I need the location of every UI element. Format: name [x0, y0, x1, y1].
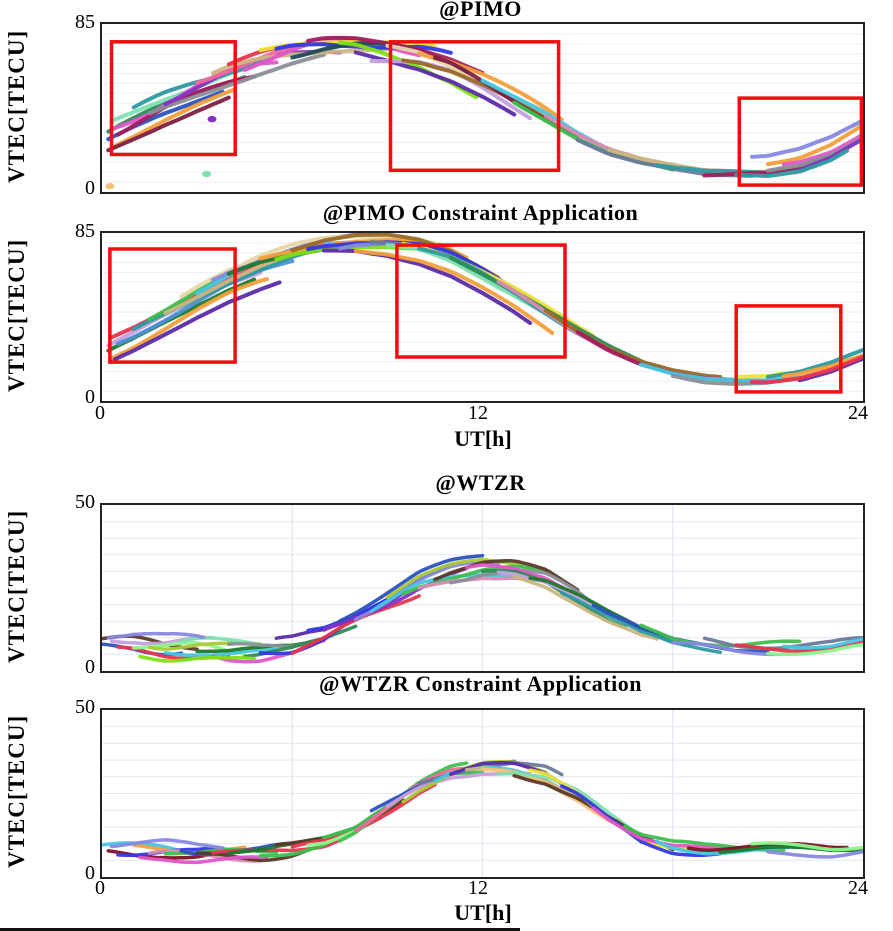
- stray-dot: [105, 182, 115, 190]
- wtzr-xtick-0: 0: [95, 877, 105, 899]
- pimo-xtick-24: 24: [848, 402, 868, 424]
- stray-dot: [207, 115, 217, 123]
- pimo-title: @PIMO: [439, 0, 522, 21]
- pimo-constraint-chart-svg: [102, 233, 863, 394]
- vtec-arc: [306, 35, 485, 75]
- figure-bottom-rule: [0, 928, 520, 931]
- vtec-arc: [338, 770, 485, 843]
- vtec-arc: [543, 308, 723, 379]
- vtec-arc: [781, 132, 863, 167]
- wtzr-constraint-chart-svg: [102, 710, 863, 877]
- vtec-arc: [138, 654, 256, 663]
- pimo-constraint-ymin-tick: 0: [85, 386, 95, 408]
- wtzr-constraint-ymin-tick: 0: [85, 862, 95, 884]
- pimo-constraint-title: @PIMO Constraint Application: [322, 200, 639, 225]
- vtec-arc: [106, 95, 231, 153]
- highlight-box: [395, 243, 567, 359]
- vtec-arc: [639, 623, 802, 648]
- wtzr-xtick-24: 24: [848, 877, 868, 899]
- vtec-arc: [353, 248, 555, 335]
- vtec-arc: [560, 591, 723, 655]
- pimo-constraint-plot-area: [100, 231, 865, 403]
- vtec-arc: [781, 353, 863, 379]
- vtec-arc: [163, 647, 279, 657]
- vtec-arc: [750, 354, 863, 385]
- vtec-arc: [528, 768, 691, 850]
- pimo-xtick-12: 12: [468, 402, 488, 424]
- vtec-arc: [765, 123, 863, 167]
- highlight-box: [388, 40, 561, 173]
- pimo-ymin-tick: 0: [85, 177, 95, 199]
- vtec-arc: [766, 849, 863, 859]
- highlight-box: [108, 247, 237, 364]
- wtzr-plot-area: [100, 503, 865, 673]
- vtec-arc: [131, 250, 311, 331]
- wtzr-ymax-tick: 50: [75, 491, 95, 513]
- pimo-y-axis-label: VTEC[TECU]: [4, 29, 29, 183]
- vtec-arc: [138, 855, 269, 865]
- pimo-constraint-ymax-tick: 85: [75, 220, 95, 242]
- wtzr-y-axis-label: VTEC[TECU]: [4, 509, 29, 663]
- wtzr-constraint-ymax-tick: 50: [75, 696, 95, 718]
- wtzr-constraint-title: @WTZR Constraint Application: [319, 671, 642, 696]
- pimo-xtick-0: 0: [95, 402, 105, 424]
- vtec-arc: [433, 559, 580, 592]
- vtec-arc: [750, 118, 863, 159]
- vtec-arc: [258, 804, 390, 858]
- wtzr-title: @WTZR: [435, 470, 526, 495]
- pimo-ymax-tick: 85: [75, 11, 95, 33]
- vtec-arc: [338, 553, 485, 623]
- vtec-arc: [106, 631, 206, 640]
- vtec-arc: [109, 277, 269, 361]
- vtec-arc: [781, 637, 863, 650]
- vtec-arc: [112, 87, 238, 148]
- wtzr-chart-svg: [102, 505, 863, 671]
- pimo-chart-svg: [102, 33, 863, 190]
- highlight-box: [737, 96, 863, 187]
- wtzr-constraint-y-axis-label: VTEC[TECU]: [4, 714, 29, 869]
- vtec-arc: [734, 148, 850, 178]
- vtec-arc: [766, 642, 863, 657]
- pimo-constraint-y-axis-label: VTEC[TECU]: [4, 238, 29, 392]
- highlight-box: [109, 40, 237, 157]
- vtec-arc: [560, 784, 723, 858]
- wtzr-ymin-tick: 0: [85, 656, 95, 678]
- vtec-arc: [512, 574, 659, 641]
- vtec-arc: [115, 74, 257, 137]
- vtec-arc: [385, 557, 532, 599]
- vtec-arc: [750, 841, 863, 852]
- pimo-plot-area: [100, 22, 865, 194]
- wtzr-constraint-plot-area: [100, 708, 865, 879]
- highlight-box: [734, 304, 843, 394]
- pimo-x-axis-label: UT[h]: [454, 426, 512, 451]
- vtec-arc: [112, 280, 282, 362]
- vtec-arc: [734, 639, 863, 653]
- vtec-arc: [109, 838, 225, 850]
- wtzr-x-axis-label: UT[h]: [454, 900, 512, 925]
- wtzr-xtick-12: 12: [468, 877, 488, 899]
- stray-dot: [202, 170, 212, 178]
